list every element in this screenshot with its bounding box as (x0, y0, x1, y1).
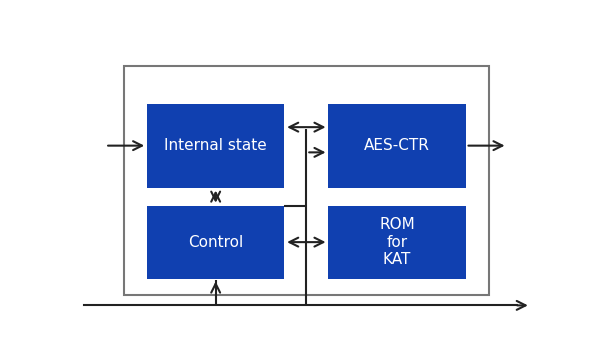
Bar (328, 103, 466, 188)
Bar (147, 103, 284, 188)
Bar (328, 205, 466, 279)
Bar (124, 66, 489, 295)
Text: Control: Control (188, 234, 243, 250)
Bar (147, 205, 284, 279)
Text: ROM
for
KAT: ROM for KAT (379, 217, 415, 267)
Text: Internal state: Internal state (164, 138, 267, 153)
Text: AES-CTR: AES-CTR (364, 138, 430, 153)
